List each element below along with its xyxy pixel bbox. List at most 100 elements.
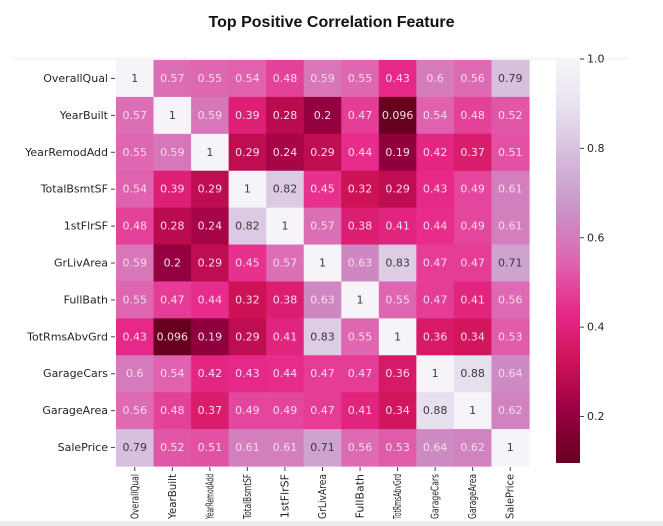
cell-value-label: 0.39 bbox=[160, 183, 185, 196]
cell-value-label: 0.57 bbox=[160, 72, 185, 85]
cell-value-label: 0.51 bbox=[498, 146, 523, 159]
heatmap-cell bbox=[228, 60, 267, 98]
cell-value-label: 0.47 bbox=[348, 367, 373, 380]
heatmap-cell bbox=[303, 318, 342, 356]
cell-value-label: 0.54 bbox=[235, 72, 260, 85]
cell-value-label: 0.44 bbox=[273, 367, 298, 380]
heatmap-cell bbox=[341, 318, 380, 356]
y-tick-label: 1stFlrSF bbox=[64, 220, 108, 233]
cell-value-label: 0.29 bbox=[235, 330, 260, 343]
heatmap-cell bbox=[191, 96, 230, 135]
heatmap-cell bbox=[341, 281, 380, 319]
cell-value-label: 1 bbox=[394, 330, 401, 343]
heatmap-cell bbox=[453, 244, 493, 283]
heatmap-cell bbox=[266, 281, 305, 319]
heatmap-cell bbox=[153, 281, 192, 319]
heatmap-cell bbox=[228, 207, 267, 246]
heatmap-cell bbox=[416, 244, 455, 283]
heatmap-cell bbox=[416, 392, 455, 430]
cell-value-label: 0.55 bbox=[123, 293, 148, 306]
cell-value-label: 0.32 bbox=[348, 183, 373, 196]
cell-value-label: 0.64 bbox=[423, 441, 448, 454]
cell-value-label: 0.44 bbox=[423, 220, 448, 233]
cell-value-label: 0.34 bbox=[385, 404, 410, 417]
cell-value-label: 0.2 bbox=[164, 257, 182, 270]
cell-value-label: 0.56 bbox=[498, 293, 523, 306]
heatmap-cell bbox=[378, 96, 417, 135]
heatmap-cell bbox=[266, 170, 305, 209]
heatmap-cell bbox=[116, 60, 155, 98]
cell-value-label: 0.79 bbox=[498, 72, 523, 85]
heatmap-cell bbox=[191, 429, 230, 467]
cell-value-label: 0.53 bbox=[385, 441, 410, 454]
chart-title: Top Positive Correlation Feature bbox=[208, 14, 455, 31]
heatmap-cell bbox=[228, 392, 267, 430]
cell-value-label: 0.37 bbox=[460, 146, 485, 159]
cell-value-label: 0.62 bbox=[498, 404, 523, 417]
cell-value-label: 0.34 bbox=[460, 330, 485, 343]
heatmap-cell bbox=[116, 207, 155, 246]
x-axis-labels: OverallQual YearBuilt YearRemodAdd TotalBsm… bbox=[128, 467, 517, 520]
heatmap-cell bbox=[266, 429, 305, 467]
heatmap-cell bbox=[266, 392, 305, 430]
cell-value-label: 0.88 bbox=[460, 367, 485, 380]
heatmap-cell bbox=[303, 96, 342, 135]
x-tick-label: 1stFlrSF bbox=[278, 474, 291, 518]
cell-value-label: 1 bbox=[319, 257, 326, 270]
heatmap-cell bbox=[266, 244, 305, 283]
heatmap-cell bbox=[378, 318, 417, 356]
heatmap-cell bbox=[153, 60, 192, 98]
heatmap-cell bbox=[191, 355, 230, 393]
heatmap-cell bbox=[341, 244, 380, 283]
heatmap-cell bbox=[191, 318, 230, 356]
cell-value-label: 0.47 bbox=[423, 293, 448, 306]
cell-value-label: 0.28 bbox=[273, 109, 298, 122]
cell-value-label: 0.44 bbox=[348, 146, 373, 159]
heatmap-cell bbox=[416, 207, 455, 246]
heatmap-cell bbox=[491, 392, 530, 430]
heatmap-cell bbox=[191, 244, 230, 283]
colorbar-tick-label: 1.0 bbox=[587, 53, 605, 66]
cell-value-label: 0.57 bbox=[273, 257, 298, 270]
x-tick-label: FullBath bbox=[354, 474, 367, 518]
heatmap-cell bbox=[228, 318, 267, 356]
heatmap-cell bbox=[378, 60, 417, 98]
cell-value-label: 0.37 bbox=[198, 404, 223, 417]
cell-value-label: 0.6 bbox=[426, 72, 444, 85]
cell-value-label: 0.096 bbox=[382, 109, 414, 122]
heatmap-cell bbox=[153, 392, 192, 430]
cell-value-label: 0.82 bbox=[235, 220, 260, 233]
cell-value-label: 0.47 bbox=[423, 257, 448, 270]
cell-value-label: 0.38 bbox=[348, 220, 373, 233]
cell-value-label: 0.24 bbox=[198, 220, 223, 233]
heatmap-cell bbox=[453, 170, 493, 209]
cell-value-label: 0.43 bbox=[423, 183, 448, 196]
heatmap-cell bbox=[378, 244, 417, 283]
heatmap-cell bbox=[341, 355, 380, 393]
heatmap-cell bbox=[416, 170, 455, 209]
cell-value-label: 0.45 bbox=[310, 183, 335, 196]
cell-value-label: 0.63 bbox=[310, 293, 335, 306]
cell-value-label: 0.29 bbox=[310, 146, 335, 159]
heatmap-cell bbox=[303, 244, 342, 283]
cell-value-label: 0.53 bbox=[498, 330, 523, 343]
cell-value-label: 0.47 bbox=[310, 367, 335, 380]
cell-value-label: 0.45 bbox=[235, 257, 260, 270]
cell-value-label: 0.36 bbox=[423, 330, 448, 343]
heatmap-cell bbox=[303, 392, 342, 430]
cell-value-label: 0.24 bbox=[273, 146, 298, 159]
heatmap-cell bbox=[228, 244, 267, 283]
cell-value-label: 0.43 bbox=[123, 330, 148, 343]
cell-value-label: 1 bbox=[281, 220, 288, 233]
heatmap-cell bbox=[378, 207, 417, 246]
y-tick-label: GarageCars bbox=[43, 367, 108, 380]
heatmap-cell bbox=[453, 281, 493, 319]
cell-value-label: 0.47 bbox=[160, 293, 185, 306]
heatmap-cell bbox=[341, 207, 380, 246]
heatmap-cell bbox=[191, 60, 230, 98]
cell-value-label: 0.52 bbox=[498, 109, 523, 122]
heatmap-cell bbox=[453, 96, 493, 135]
x-tick-label: GarageArea bbox=[466, 474, 479, 519]
heatmap-cell bbox=[266, 318, 305, 356]
